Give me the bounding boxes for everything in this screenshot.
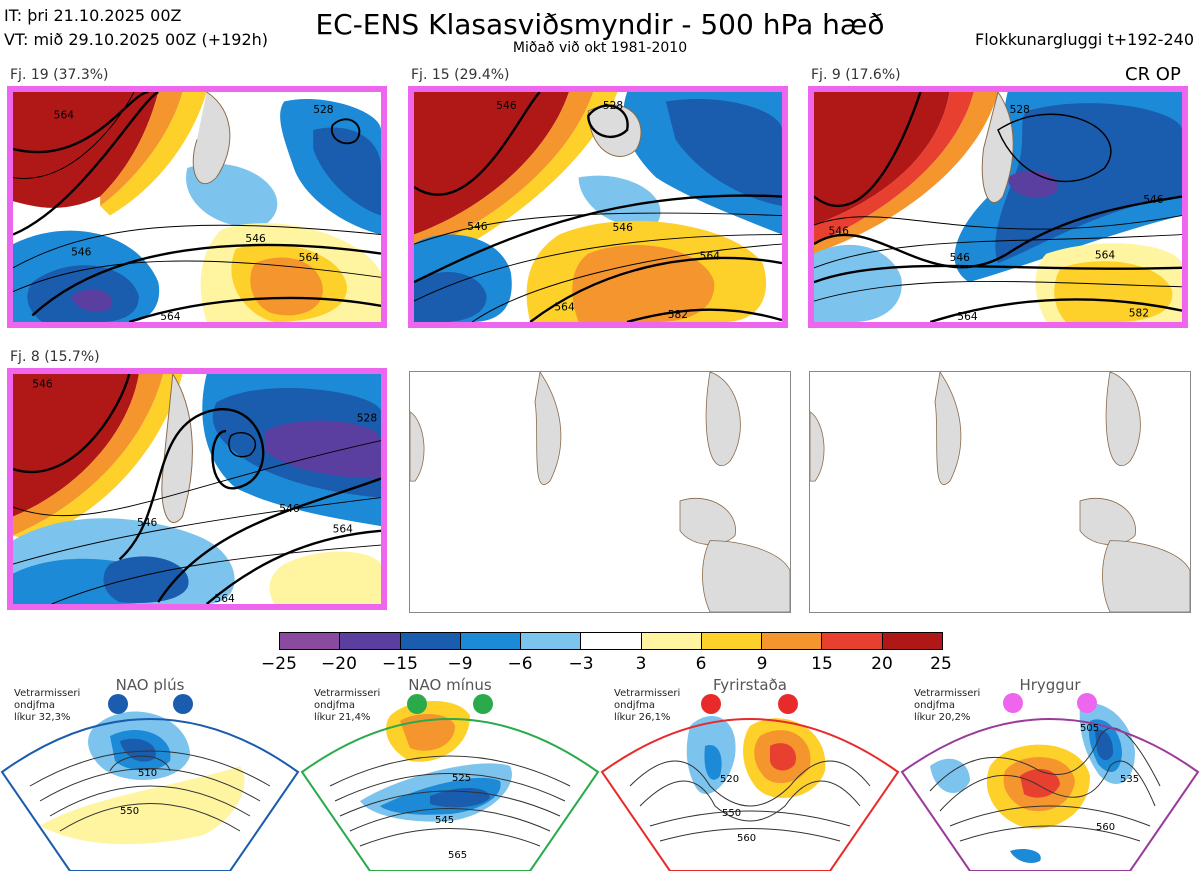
- colorbar-swatch: [701, 633, 763, 649]
- cr-op-label: CR OP: [1125, 64, 1181, 85]
- colorbar-tick: 25: [930, 654, 952, 674]
- contour-label: 546: [32, 378, 53, 390]
- contour-label: 546: [613, 222, 634, 234]
- colorbar-tick: 9: [756, 654, 768, 674]
- contour-label: 564: [299, 252, 320, 264]
- regime-ridge: 505 535 560 Hryggur Vetrarmisseri ondjfm…: [900, 676, 1200, 871]
- contour-label: 564: [1095, 249, 1116, 261]
- regime-blocking: 520 550 560 Fyrirstaða Vetrarmisseri ond…: [600, 676, 900, 871]
- valid-time: VT: mið 29.10.2025 00Z (+192h): [4, 30, 269, 49]
- regime-nao-plus: 510 550 NAO plús Vetrarmisseri ondjfma l…: [0, 676, 300, 871]
- regime-info: Vetrarmisseri ondjfma líkur 20,2%: [914, 688, 981, 723]
- colorbar-swatch: [882, 633, 942, 649]
- contour-label: 564: [957, 311, 978, 322]
- colorbar: [279, 632, 943, 650]
- regime-title: Fyrirstaða: [713, 676, 787, 694]
- contour-label: 546: [71, 247, 92, 259]
- contour-label: 546: [496, 100, 517, 112]
- colorbar-tick: 15: [811, 654, 833, 674]
- colorbar-tick: −20: [321, 654, 357, 674]
- empty-map-5: [409, 371, 791, 613]
- contour-label: 528: [357, 413, 377, 425]
- contour-label: 546: [950, 252, 971, 264]
- colorbar-tick: −15: [382, 654, 418, 674]
- contour-label: 520: [720, 774, 739, 785]
- contour-label: 564: [160, 311, 181, 322]
- init-time: IT: þri 21.10.2025 00Z: [4, 6, 182, 25]
- regime-title: NAO mínus: [408, 676, 492, 694]
- cluster-map-3[interactable]: 546 546 546 564 564 582 528: [808, 86, 1188, 328]
- colorbar-tick: 3: [635, 654, 647, 674]
- empty-map-6: [809, 371, 1191, 613]
- colorbar-swatch: [641, 633, 702, 649]
- contour-label: 560: [737, 833, 756, 844]
- colorbar-swatch: [280, 633, 341, 649]
- contour-label: 528: [313, 104, 333, 116]
- colorbar-swatch: [340, 633, 401, 649]
- contour-label: 560: [1096, 822, 1115, 833]
- contour-label: 546: [1143, 194, 1164, 206]
- page-title: EC-ENS Klasasviðsmyndir - 500 hPa hæð: [315, 8, 885, 41]
- contour-label: 565: [448, 850, 467, 861]
- contour-label: 582: [668, 309, 688, 321]
- contour-label: 582: [1129, 307, 1149, 319]
- panel-label-4: Fj. 8 (15.7%): [10, 349, 100, 365]
- contour-label: 546: [829, 226, 850, 238]
- classification-window: Flokkunargluggi t+192-240: [975, 30, 1194, 49]
- colorbar-tick: −9: [447, 654, 473, 674]
- colorbar-swatch: [460, 633, 522, 649]
- colorbar-swatch: [762, 633, 823, 649]
- panel-label-3: Fj. 9 (17.6%): [811, 67, 901, 83]
- contour-label: 550: [120, 806, 139, 817]
- colorbar-tick: −3: [568, 654, 594, 674]
- regime-title: NAO plús: [115, 676, 185, 694]
- contour-label: 546: [279, 503, 300, 515]
- cluster-map-1[interactable]: 564 546 528 546 564 564: [7, 86, 387, 328]
- header-info: IT: þri 21.10.2025 00Z VT: mið 29.10.202…: [4, 4, 268, 52]
- colorbar-tick: 20: [871, 654, 893, 674]
- contour-label: 505: [1080, 723, 1099, 734]
- regime-info: Vetrarmisseri ondjfma líkur 21,4%: [314, 688, 381, 723]
- contour-label: 564: [54, 110, 75, 122]
- contour-label: 564: [554, 302, 575, 314]
- contour-label: 564: [333, 524, 354, 536]
- contour-label: 550: [722, 808, 741, 819]
- colorbar-swatch: [400, 633, 461, 649]
- panel-label-2: Fj. 15 (29.4%): [411, 67, 510, 83]
- contour-label: 525: [452, 773, 471, 784]
- colorbar-swatch: [521, 633, 582, 649]
- colorbar-tick: 6: [695, 654, 707, 674]
- regime-info: Vetrarmisseri ondjfma líkur 26,1%: [614, 688, 681, 723]
- contour-label: 564: [700, 250, 721, 262]
- panel-label-1: Fj. 19 (37.3%): [10, 67, 109, 83]
- contour-label: 546: [137, 517, 158, 529]
- colorbar-tick: −6: [507, 654, 533, 674]
- anomaly-positive: [13, 92, 159, 208]
- contour-label: 564: [214, 593, 235, 604]
- cluster-map-2[interactable]: 528 546 546 564 564 582 546: [408, 86, 788, 328]
- contour-label: 528: [603, 100, 623, 112]
- contour-label: 528: [1010, 104, 1030, 116]
- contour-label: 535: [1120, 774, 1139, 785]
- contour-label: 546: [245, 233, 266, 245]
- colorbar-swatch: [822, 633, 883, 649]
- regime-info: Vetrarmisseri ondjfma líkur 32,3%: [14, 688, 81, 723]
- regime-nao-minus: 525 545 565 NAO mínus Vetrarmisseri ondj…: [300, 676, 600, 871]
- contour-label: 546: [467, 221, 488, 233]
- contour-label: 545: [435, 815, 454, 826]
- page-subtitle: Miðað við okt 1981-2010: [512, 40, 688, 56]
- contour-label: 510: [138, 768, 157, 779]
- colorbar-tick: −25: [261, 654, 297, 674]
- regime-title: Hryggur: [1019, 676, 1081, 694]
- cluster-map-4[interactable]: 546 528 546 564 564 546: [7, 368, 387, 610]
- colorbar-swatch: [581, 633, 642, 649]
